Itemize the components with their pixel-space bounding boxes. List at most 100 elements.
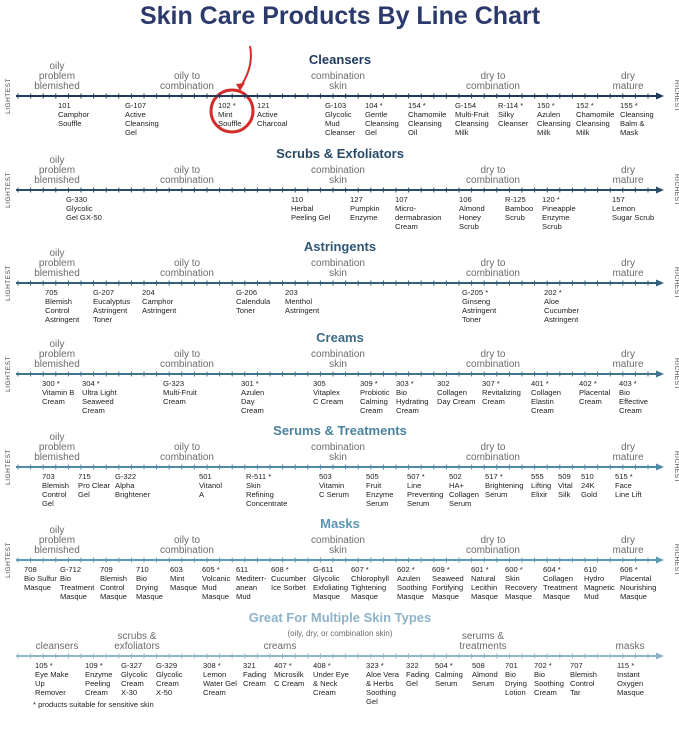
- skin-type-label: combination: [311, 258, 365, 269]
- product-label: 507 *: [407, 472, 425, 481]
- skin-type-label: mature: [612, 359, 644, 370]
- product-label: Milk: [455, 128, 469, 137]
- product-label: Cleansing: [455, 119, 489, 128]
- product-label: 107: [395, 195, 408, 204]
- product-label: 309 *: [360, 379, 378, 388]
- skin-type-label: cleansers: [36, 641, 79, 652]
- product-label: Cream: [619, 406, 642, 415]
- product-label: 602 *: [397, 565, 415, 574]
- skin-type-label: dry: [621, 71, 635, 82]
- product-label: Souffle: [58, 119, 82, 128]
- product-label: 607 *: [351, 565, 369, 574]
- product-label: Pumpkin: [350, 204, 380, 213]
- product-label: Ice Sorbet: [271, 583, 307, 592]
- section-heading: Cleansers: [309, 52, 371, 67]
- product-label: Cream: [313, 688, 336, 697]
- skin-type-label: combination: [311, 442, 365, 453]
- product-label: 203: [285, 288, 298, 297]
- product-label: Aloe Vera: [366, 670, 400, 679]
- product-label: Camphor: [58, 110, 90, 119]
- product-label: Cream: [85, 688, 108, 697]
- product-label: 127: [350, 195, 363, 204]
- skin-type-label: oily to: [174, 349, 201, 360]
- product-label: anean: [236, 583, 257, 592]
- product-label: Vitamin: [319, 481, 344, 490]
- skin-type-label: oily: [49, 339, 64, 350]
- skin-type-label: combination: [160, 545, 214, 556]
- product-label: Up: [35, 679, 45, 688]
- product-label: 504 *: [435, 661, 453, 670]
- skin-type-label: combination: [311, 349, 365, 360]
- skin-type-label: dry to: [480, 535, 505, 546]
- product-label: Instant: [617, 670, 641, 679]
- product-label: Natural: [471, 574, 496, 583]
- product-label: 407 *: [274, 661, 292, 670]
- product-label: 110: [291, 195, 303, 204]
- product-label: Active: [257, 110, 278, 119]
- product-label: Placental: [620, 574, 652, 583]
- product-label: 603: [170, 565, 183, 574]
- product-label: Fading: [243, 670, 266, 679]
- skin-type-label: mature: [612, 268, 644, 279]
- axis-end-label: RICHEST: [673, 80, 679, 112]
- skin-type-label: combination: [160, 81, 214, 92]
- product-label: Treatment: [543, 583, 578, 592]
- axis-end-label: LIGHTEST: [5, 172, 12, 208]
- product-label: Face: [615, 481, 632, 490]
- product-label: Drying: [505, 679, 527, 688]
- product-label: Oil: [408, 128, 418, 137]
- skin-type-label: skin: [329, 81, 347, 92]
- product-label: Day Cream: [437, 397, 475, 406]
- product-label: Blemish: [570, 670, 597, 679]
- product-label: 515 *: [615, 472, 633, 481]
- product-label: Cream: [396, 406, 419, 415]
- product-label: G-327: [121, 661, 142, 670]
- axis-end-label: LIGHTEST: [5, 542, 12, 578]
- skin-type-label: dry: [621, 165, 635, 176]
- axis-end-label: RICHEST: [673, 267, 679, 299]
- product-label: Bio: [136, 574, 147, 583]
- product-label: 104 *: [365, 101, 383, 110]
- product-label: G-154: [455, 101, 476, 110]
- product-label: C Serum: [319, 490, 349, 499]
- skin-type-label: mature: [612, 81, 644, 92]
- scale-arrow: [656, 279, 664, 287]
- product-label: Masque: [397, 592, 424, 601]
- product-label: 308 *: [203, 661, 221, 670]
- product-label: Skin: [505, 574, 520, 583]
- product-label: Cleansing: [576, 119, 610, 128]
- product-label: Gel: [406, 679, 418, 688]
- product-label: G-712: [60, 565, 81, 574]
- skin-type-label: skin: [329, 452, 347, 463]
- product-label: Placental: [579, 388, 611, 397]
- product-label: Pineapple: [542, 204, 576, 213]
- product-label: Vitamin B: [42, 388, 74, 397]
- product-label: Serum: [449, 499, 471, 508]
- product-label: 508: [472, 661, 485, 670]
- product-label: Bio: [619, 388, 630, 397]
- skin-type-label: skin: [329, 175, 347, 186]
- product-label: Collagen: [449, 490, 479, 499]
- skin-type-label: blemished: [34, 545, 80, 556]
- skin-type-label: oily: [49, 248, 64, 259]
- product-label: Masque: [617, 688, 644, 697]
- product-label: Refining: [246, 490, 274, 499]
- product-label: R-125: [505, 195, 526, 204]
- product-label: Bio: [505, 670, 516, 679]
- product-label: Control: [570, 679, 595, 688]
- product-label: 708: [24, 565, 37, 574]
- product-label: Aloe: [544, 297, 559, 306]
- product-label: Cream: [203, 688, 226, 697]
- scale-arrow: [656, 556, 664, 564]
- product-label: G-323: [163, 379, 184, 388]
- skin-type-label: serums &: [462, 631, 505, 642]
- skin-type-label: problem: [39, 165, 75, 176]
- product-label: X-30: [121, 688, 137, 697]
- product-label: Scrub: [505, 213, 525, 222]
- skin-type-label: oily to: [174, 165, 201, 176]
- skin-type-label: combination: [311, 165, 365, 176]
- skin-type-label: dry to: [480, 442, 505, 453]
- product-label: Glycolic: [156, 670, 183, 679]
- highlight-arrow: [240, 45, 252, 87]
